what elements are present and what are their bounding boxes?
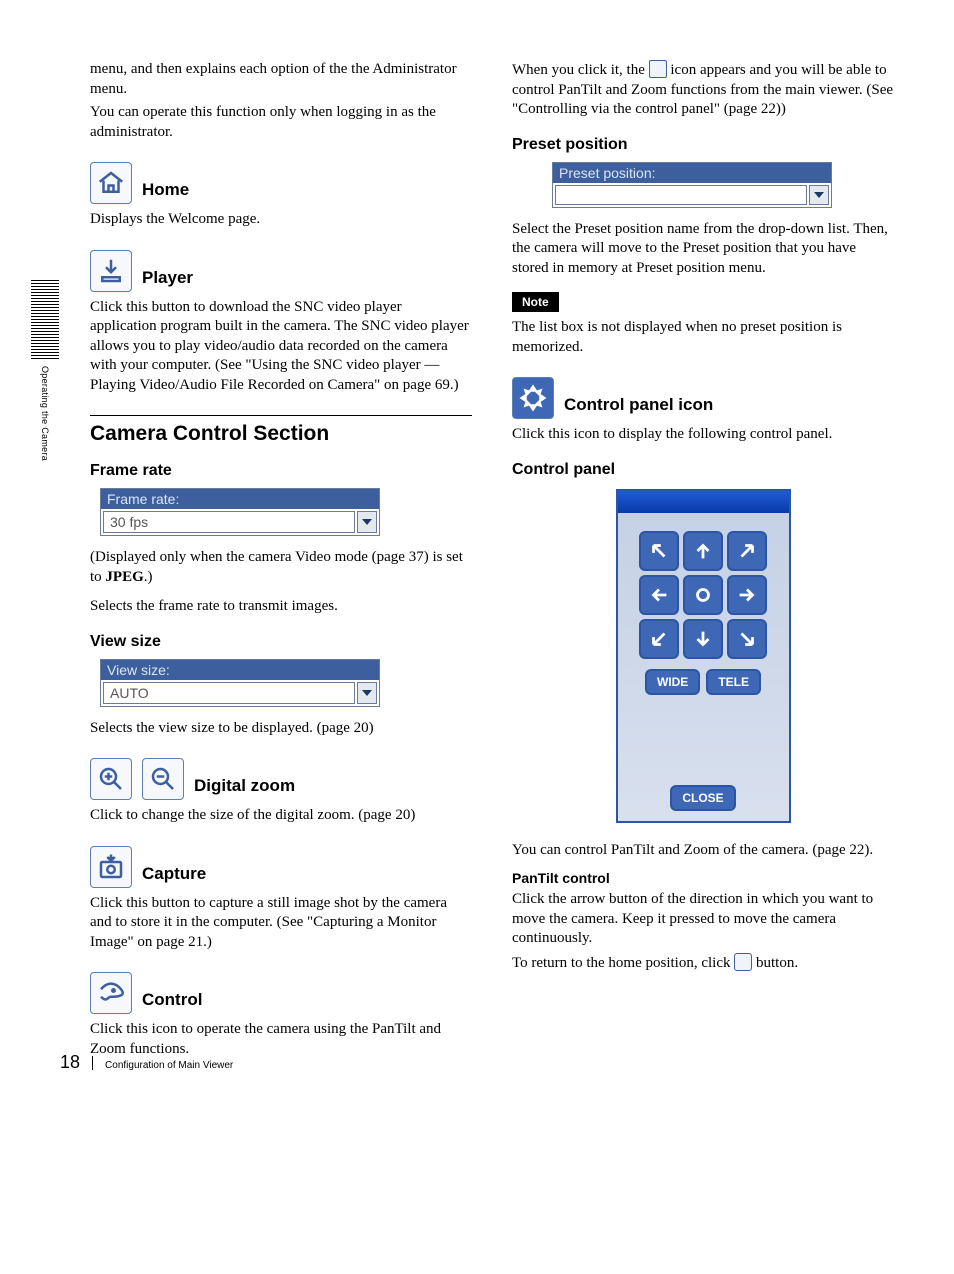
preset-dd-label: Preset position:: [553, 163, 831, 183]
pantilt-p1: Click the arrow button of the direction …: [512, 890, 894, 949]
control-title: Control: [142, 990, 202, 1010]
camera-control-title: Camera Control Section: [90, 415, 472, 446]
note-badge: Note: [512, 292, 559, 312]
control-heading: Control: [90, 972, 472, 1014]
frame-rate-dd-value[interactable]: 30 fps: [103, 511, 355, 533]
chevron-down-icon[interactable]: [357, 682, 377, 704]
pan-up-button[interactable]: [683, 531, 723, 571]
capture-heading: Capture: [90, 846, 472, 888]
right-column: When you click it, the icon appears and …: [512, 60, 894, 1063]
home-heading: Home: [90, 162, 472, 204]
close-button[interactable]: CLOSE: [670, 785, 735, 811]
pan-down-button[interactable]: [683, 619, 723, 659]
right-intro: When you click it, the icon appears and …: [512, 60, 894, 120]
left-column: menu, and then explains each option of t…: [90, 60, 472, 1063]
capture-body: Click this button to capture a still ima…: [90, 894, 472, 953]
footer-separator: [92, 1056, 93, 1070]
tab-marker: [31, 280, 59, 360]
pan-up-left-button[interactable]: [639, 531, 679, 571]
preset-position-title: Preset position: [512, 136, 894, 154]
side-tab-label: Operating the Camera: [40, 366, 50, 461]
pan-left-button[interactable]: [639, 575, 679, 615]
control-panel-title: Control panel: [512, 461, 894, 479]
pan-down-right-button[interactable]: [727, 619, 767, 659]
chevron-down-icon[interactable]: [357, 511, 377, 533]
frame-rate-dd-label: Frame rate:: [101, 489, 379, 509]
frame-rate-title: Frame rate: [90, 462, 472, 480]
pan-home-button[interactable]: [683, 575, 723, 615]
note-body: The list box is not displayed when no pr…: [512, 318, 894, 357]
control-panel-header: [618, 491, 789, 513]
control-panel: WIDE TELE CLOSE: [616, 489, 791, 823]
view-size-dd-label: View size:: [101, 660, 379, 680]
pan-down-left-button[interactable]: [639, 619, 679, 659]
capture-icon: [90, 846, 132, 888]
player-heading: Player: [90, 250, 472, 292]
preset-body: Select the Preset position name from the…: [512, 220, 894, 279]
player-icon: [90, 250, 132, 292]
view-size-title: View size: [90, 633, 472, 651]
home-icon: [90, 162, 132, 204]
frame-rate-body: Selects the frame rate to transmit image…: [90, 597, 472, 617]
control-panel-icon-body: Click this icon to display the following…: [512, 425, 894, 445]
zoom-in-icon: [90, 758, 132, 800]
page-number: 18: [60, 1052, 80, 1073]
digital-zoom-heading: Digital zoom: [90, 758, 472, 800]
intro-text-2: You can operate this function only when …: [90, 103, 472, 142]
zoom-tele-button[interactable]: TELE: [706, 669, 761, 695]
footer-text: Configuration of Main Viewer: [105, 1060, 233, 1071]
player-body: Click this button to download the SNC vi…: [90, 298, 472, 396]
side-tab: Operating the Camera: [30, 280, 60, 461]
frame-rate-note: (Displayed only when the camera Video mo…: [90, 548, 472, 587]
control-panel-icon-heading: Control panel icon: [512, 377, 894, 419]
pantilt-p2: To return to the home position, click bu…: [512, 953, 894, 974]
chevron-down-icon[interactable]: [809, 185, 829, 205]
player-title: Player: [142, 268, 193, 288]
pantilt-inline-icon: [649, 60, 667, 78]
pan-right-button[interactable]: [727, 575, 767, 615]
zoom-wide-button[interactable]: WIDE: [645, 669, 700, 695]
pan-up-right-button[interactable]: [727, 531, 767, 571]
zoom-out-icon: [142, 758, 184, 800]
control-panel-icon: [512, 377, 554, 419]
home-title: Home: [142, 180, 189, 200]
home-circle-inline-icon: [734, 953, 752, 971]
control-panel-body: You can control PanTilt and Zoom of the …: [512, 841, 894, 861]
intro-text: menu, and then explains each option of t…: [90, 60, 472, 99]
digital-zoom-body: Click to change the size of the digital …: [90, 806, 472, 826]
frame-rate-dropdown: Frame rate: 30 fps: [100, 488, 380, 536]
view-size-body: Selects the view size to be displayed. (…: [90, 719, 472, 739]
preset-position-dropdown: Preset position:: [552, 162, 832, 208]
view-size-dd-value[interactable]: AUTO: [103, 682, 355, 704]
preset-dd-value[interactable]: [555, 185, 807, 205]
view-size-dropdown: View size: AUTO: [100, 659, 380, 707]
capture-title: Capture: [142, 864, 206, 884]
control-panel-icon-title: Control panel icon: [564, 395, 713, 415]
control-icon: [90, 972, 132, 1014]
pantilt-control-title: PanTilt control: [512, 870, 894, 886]
page-footer: 18 Configuration of Main Viewer: [60, 1052, 233, 1073]
digital-zoom-title: Digital zoom: [194, 776, 295, 796]
home-body: Displays the Welcome page.: [90, 210, 472, 230]
